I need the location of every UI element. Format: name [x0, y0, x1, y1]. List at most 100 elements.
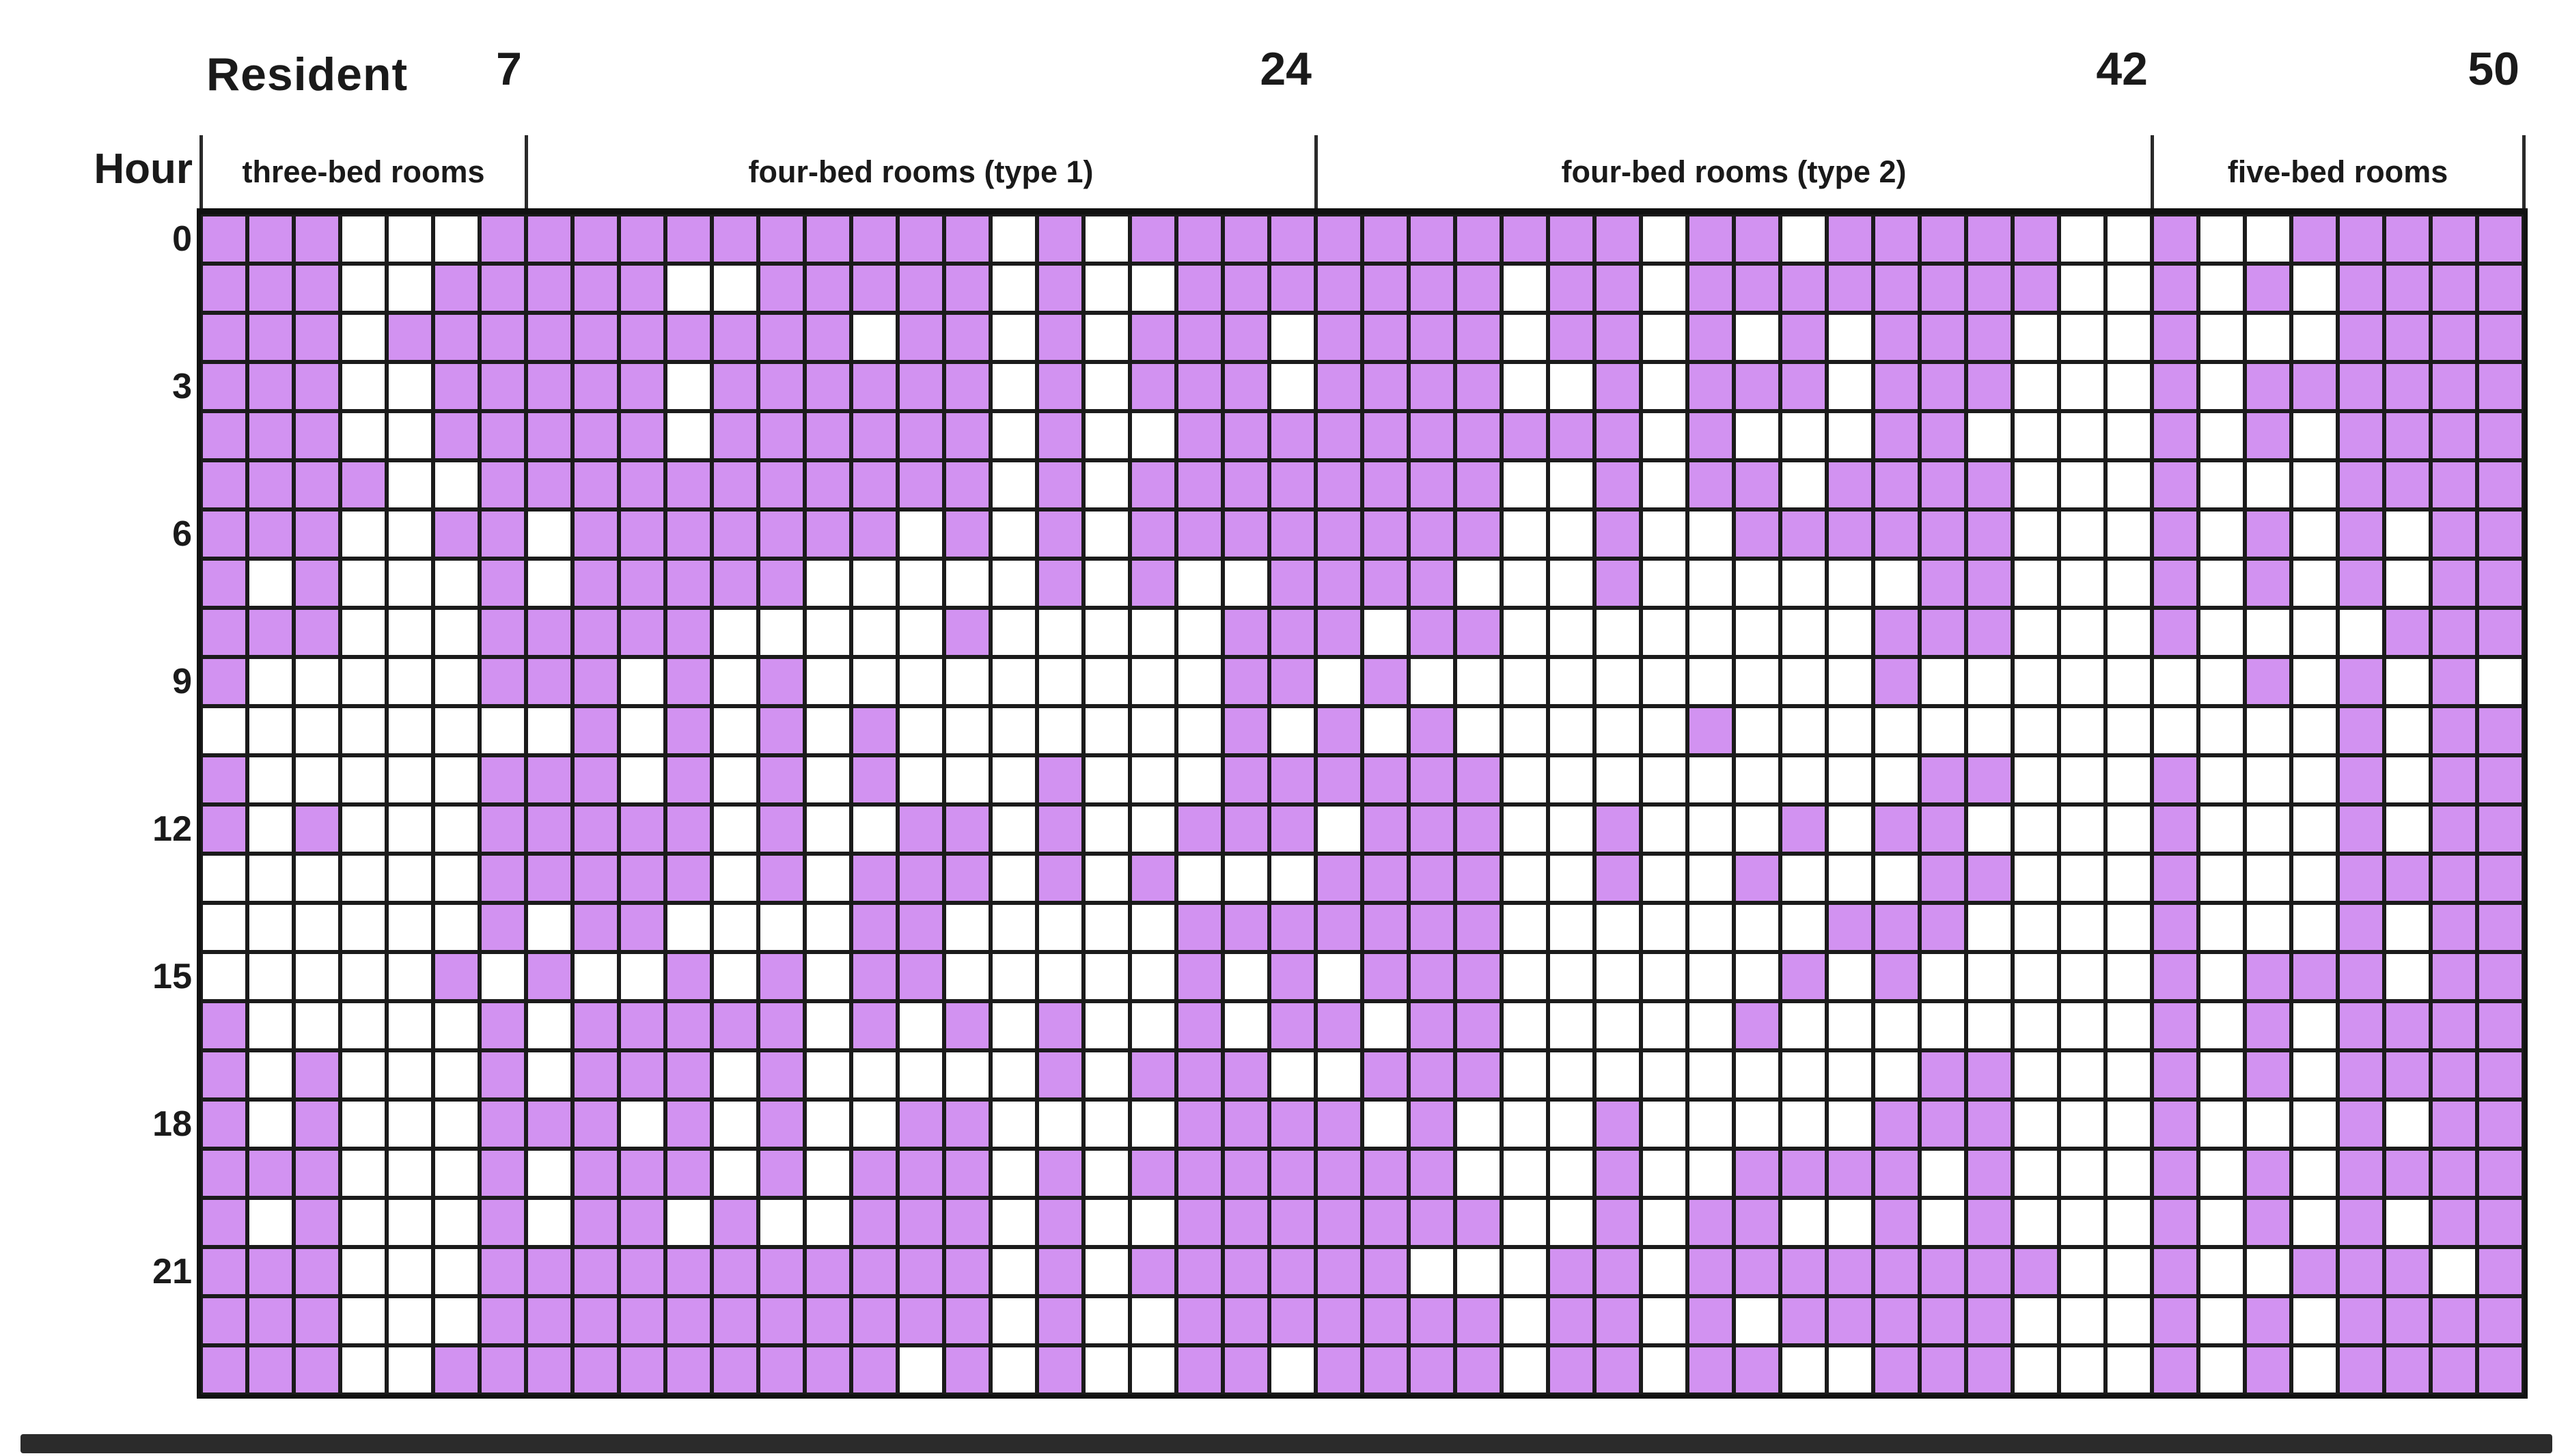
cell-h14-r31 — [1594, 903, 1641, 952]
cell-h3-r50 — [2477, 362, 2524, 411]
cell-h5-r30 — [1548, 460, 1594, 509]
cell-h7-r9 — [572, 559, 619, 608]
cell-h20-r48 — [2384, 1198, 2431, 1247]
cell-h0-r48 — [2384, 214, 2431, 264]
cell-h0-r20 — [1083, 214, 1130, 264]
cell-h22-r14 — [805, 1296, 851, 1345]
cell-h12-r25 — [1316, 804, 1362, 854]
cell-h19-r24 — [1269, 1149, 1316, 1198]
cell-h9-r16 — [898, 657, 944, 706]
cell-h19-r41 — [2059, 1149, 2105, 1198]
cell-h1-r48 — [2384, 264, 2431, 313]
cell-h6-r18 — [991, 509, 1037, 559]
cell-h10-r18 — [991, 706, 1037, 755]
cell-h16-r2 — [247, 1001, 294, 1050]
cell-h6-r17 — [944, 509, 991, 559]
cell-h14-r8 — [526, 903, 572, 952]
cell-h16-r45 — [2245, 1001, 2291, 1050]
cell-h16-r43 — [2152, 1001, 2198, 1050]
cell-h14-r48 — [2384, 903, 2431, 952]
cell-h1-r49 — [2431, 264, 2477, 313]
cell-h6-r27 — [1409, 509, 1455, 559]
cell-h7-r11 — [665, 559, 712, 608]
cell-h20-r13 — [758, 1198, 805, 1247]
cell-h4-r45 — [2245, 411, 2291, 460]
cell-h1-r4 — [340, 264, 387, 313]
cell-h14-r43 — [2152, 903, 2198, 952]
cell-h13-r7 — [480, 854, 526, 903]
cell-h15-r24 — [1269, 952, 1316, 1001]
cell-h9-r46 — [2291, 657, 2338, 706]
cell-h4-r4 — [340, 411, 387, 460]
cell-h7-r35 — [1780, 559, 1827, 608]
cell-h23-r16 — [898, 1345, 944, 1395]
cell-h21-r39 — [1966, 1247, 2013, 1296]
cell-h16-r22 — [1176, 1001, 1223, 1050]
cell-h16-r27 — [1409, 1001, 1455, 1050]
cell-h7-r1 — [201, 559, 247, 608]
cell-h5-r40 — [2013, 460, 2059, 509]
cell-h7-r24 — [1269, 559, 1316, 608]
cell-h8-r34 — [1734, 608, 1780, 657]
cell-h6-r33 — [1687, 509, 1734, 559]
cell-h17-r39 — [1966, 1050, 2013, 1100]
cell-h1-r43 — [2152, 264, 2198, 313]
cell-h7-r45 — [2245, 559, 2291, 608]
cell-h19-r45 — [2245, 1149, 2291, 1198]
cell-h13-r35 — [1780, 854, 1827, 903]
cell-h14-r17 — [944, 903, 991, 952]
cell-h1-r29 — [1502, 264, 1548, 313]
cell-h17-r15 — [851, 1050, 898, 1100]
cell-h6-r6 — [433, 509, 480, 559]
cell-h19-r8 — [526, 1149, 572, 1198]
cell-h15-r9 — [572, 952, 619, 1001]
cell-h8-r11 — [665, 608, 712, 657]
cell-h15-r19 — [1037, 952, 1083, 1001]
cell-h17-r8 — [526, 1050, 572, 1100]
cell-h5-r7 — [480, 460, 526, 509]
cell-h11-r13 — [758, 755, 805, 804]
cell-h8-r43 — [2152, 608, 2198, 657]
cell-h9-r33 — [1687, 657, 1734, 706]
cell-h17-r20 — [1083, 1050, 1130, 1100]
cell-h2-r42 — [2105, 313, 2152, 362]
cell-h12-r30 — [1548, 804, 1594, 854]
cell-h17-r34 — [1734, 1050, 1780, 1100]
cell-h14-r35 — [1780, 903, 1827, 952]
cell-h1-r20 — [1083, 264, 1130, 313]
cell-h7-r15 — [851, 559, 898, 608]
cell-h22-r45 — [2245, 1296, 2291, 1345]
boundary-label-24: 24 — [1260, 43, 1312, 95]
cell-h10-r20 — [1083, 706, 1130, 755]
cell-h16-r39 — [1966, 1001, 2013, 1050]
cell-h23-r44 — [2198, 1345, 2245, 1395]
cell-h11-r47 — [2338, 755, 2384, 804]
cell-h22-r13 — [758, 1296, 805, 1345]
cell-h19-r22 — [1176, 1149, 1223, 1198]
cell-h16-r49 — [2431, 1001, 2477, 1050]
cell-h10-r46 — [2291, 706, 2338, 755]
cell-h13-r45 — [2245, 854, 2291, 903]
cell-h8-r38 — [1920, 608, 1966, 657]
cell-h16-r5 — [387, 1001, 433, 1050]
cell-h15-r12 — [712, 952, 758, 1001]
cell-h17-r43 — [2152, 1050, 2198, 1100]
cell-h8-r4 — [340, 608, 387, 657]
cell-h18-r6 — [433, 1100, 480, 1149]
cell-h19-r18 — [991, 1149, 1037, 1198]
group-label-3: four-bed rooms (type 2) — [1561, 154, 1907, 189]
cell-h22-r37 — [1873, 1296, 1920, 1345]
cell-h13-r49 — [2431, 854, 2477, 903]
cell-h14-r26 — [1362, 903, 1409, 952]
cell-h13-r28 — [1455, 854, 1502, 903]
cell-h2-r49 — [2431, 313, 2477, 362]
cell-h6-r40 — [2013, 509, 2059, 559]
cell-h9-r49 — [2431, 657, 2477, 706]
cell-h5-r34 — [1734, 460, 1780, 509]
cell-h21-r7 — [480, 1247, 526, 1296]
cell-h12-r20 — [1083, 804, 1130, 854]
cell-h10-r12 — [712, 706, 758, 755]
cell-h18-r13 — [758, 1100, 805, 1149]
cell-h23-r31 — [1594, 1345, 1641, 1395]
